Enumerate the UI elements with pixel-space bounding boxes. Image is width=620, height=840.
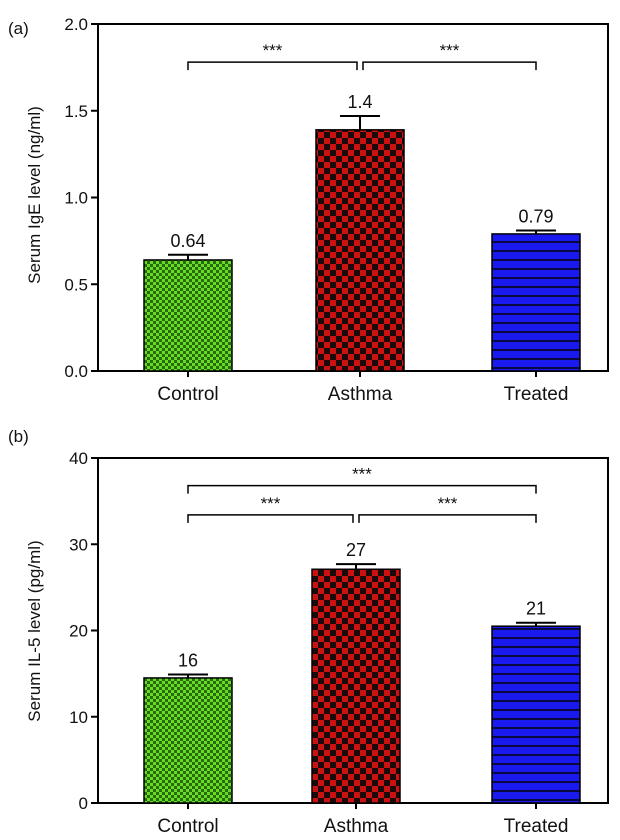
panel-b-y-tick-label: 30 [69, 535, 88, 554]
panel-b-significance-bracket [187, 514, 354, 523]
panel-a-label: (a) [8, 19, 29, 38]
panel-a-data-label-control: 0.64 [170, 231, 205, 251]
panel-b-y-tick-label: 0 [79, 794, 88, 813]
panel-a-bar-control [143, 259, 233, 372]
panel-b-bar-asthma [311, 568, 401, 804]
panel-a-y-tick-label: 0.0 [64, 362, 88, 381]
panel-b-data-label-treated: 21 [526, 599, 546, 619]
panel-b-y-axis-title: Serum IL-5 level (pg/ml) [25, 540, 44, 721]
panel-a-bar-asthma [315, 129, 405, 372]
panel-a-category-label-asthma: Asthma [328, 384, 393, 405]
panel-a-data-label-asthma: 1.4 [347, 92, 372, 112]
panel-a-y-tick-label: 2.0 [64, 15, 88, 34]
panel-a-y-axis-title: Serum IgE level (ng/ml) [25, 106, 44, 284]
panel-b-chart: (b) Serum IL-5 level (pg/ml) 0 10 20 30 40 1… [8, 427, 609, 837]
panel-a-y-tick-label: 1.0 [64, 189, 88, 208]
panel-b-y-tick-label: 10 [69, 708, 88, 727]
panel-a-bar-treated [491, 233, 581, 372]
panel-b-significance-label: *** [352, 465, 372, 484]
panel-b-bar-treated [491, 625, 581, 804]
panel-b-category-label-control: Control [157, 816, 218, 837]
panel-b-y-tick-label: 40 [69, 449, 88, 468]
panel-a-category-label-treated: Treated [504, 384, 569, 405]
panel-b-significance-label: *** [438, 494, 458, 513]
panel-b-category-label-asthma: Asthma [324, 816, 389, 837]
panel-a-significance-label: *** [263, 41, 283, 60]
panel-a-significance-bracket [187, 61, 358, 71]
panel-a-y-tick-label: 1.5 [64, 102, 88, 121]
panel-b-y-tick-label: 20 [69, 622, 88, 641]
panel-b-data-label-control: 16 [178, 650, 198, 670]
panel-b-significance-label: *** [261, 494, 281, 513]
panel-a-chart: (a) Serum IgE level (ng/ml) 0.0 0.5 1.0 1.5… [8, 15, 609, 405]
panel-b-significance-bracket [187, 484, 537, 494]
panel-a-y-tick-label: 0.5 [64, 275, 88, 294]
panel-b-label: (b) [8, 427, 29, 446]
panel-b-data-label-asthma: 27 [346, 540, 366, 560]
panel-a-significance-bracket [362, 61, 537, 71]
panel-b-bar-control [143, 677, 233, 804]
panel-b-category-label-treated: Treated [504, 816, 569, 837]
panel-a-data-label-treated: 0.79 [518, 206, 553, 226]
panel-a-category-label-control: Control [157, 384, 218, 405]
panel-b-significance-bracket [358, 514, 537, 523]
panel-a-significance-label: *** [440, 41, 460, 60]
